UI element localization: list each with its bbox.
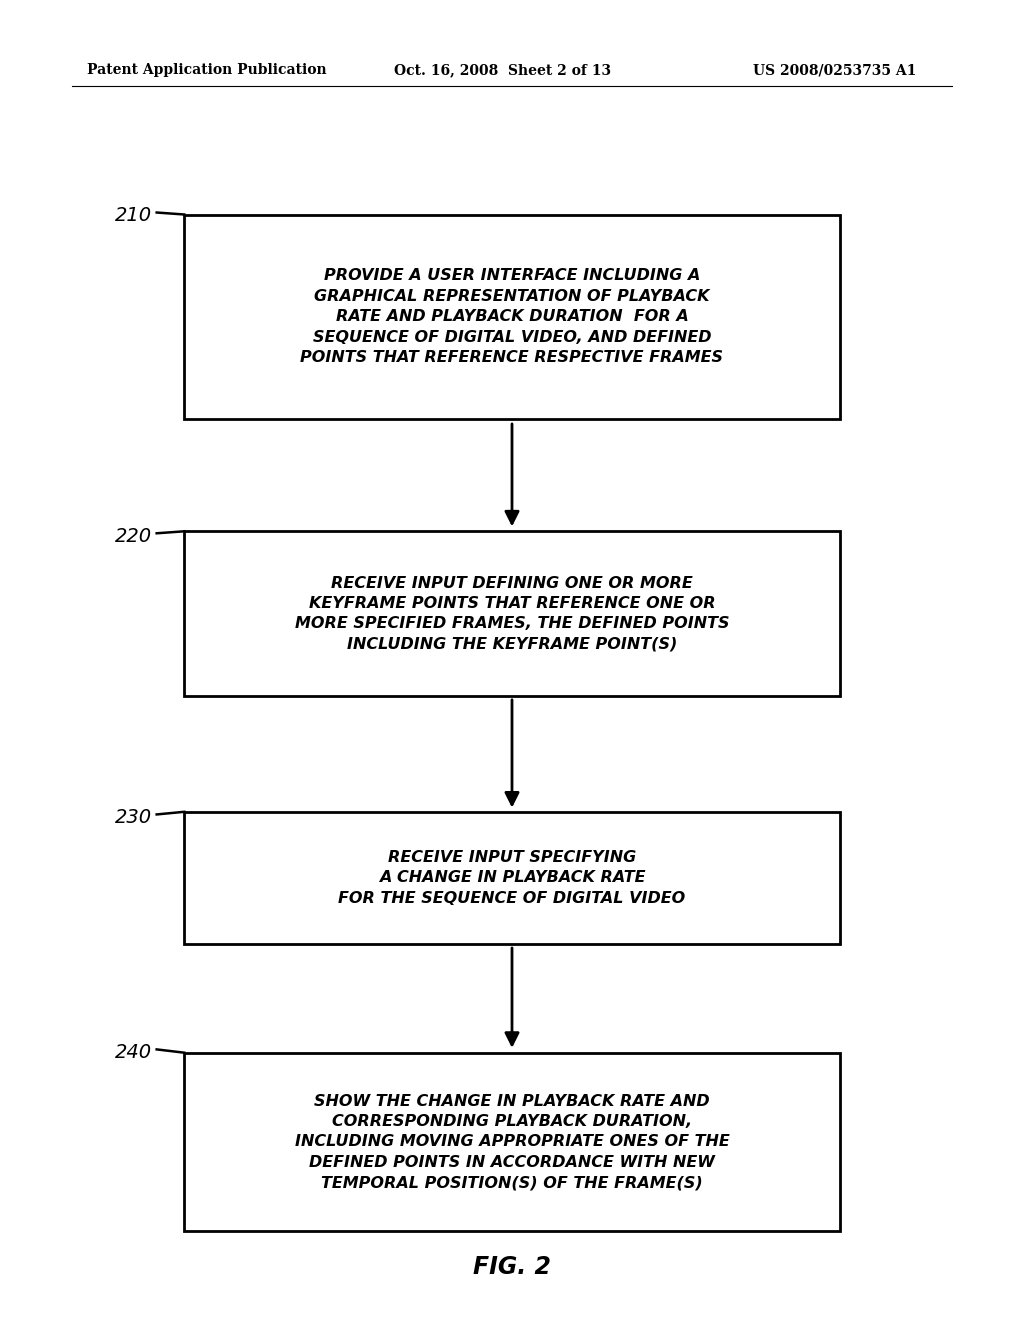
Text: 240: 240 xyxy=(115,1043,152,1061)
FancyBboxPatch shape xyxy=(184,531,840,697)
Text: US 2008/0253735 A1: US 2008/0253735 A1 xyxy=(753,63,916,78)
Text: PROVIDE A USER INTERFACE INCLUDING A
GRAPHICAL REPRESENTATION OF PLAYBACK
RATE A: PROVIDE A USER INTERFACE INCLUDING A GRA… xyxy=(300,268,724,366)
FancyBboxPatch shape xyxy=(184,812,840,944)
Text: Oct. 16, 2008  Sheet 2 of 13: Oct. 16, 2008 Sheet 2 of 13 xyxy=(394,63,611,78)
Text: 230: 230 xyxy=(115,808,152,826)
Text: 210: 210 xyxy=(115,206,152,224)
Text: SHOW THE CHANGE IN PLAYBACK RATE AND
CORRESPONDING PLAYBACK DURATION,
INCLUDING : SHOW THE CHANGE IN PLAYBACK RATE AND COR… xyxy=(295,1093,729,1191)
FancyBboxPatch shape xyxy=(184,214,840,420)
Text: Patent Application Publication: Patent Application Publication xyxy=(87,63,327,78)
Text: RECEIVE INPUT SPECIFYING
A CHANGE IN PLAYBACK RATE
FOR THE SEQUENCE OF DIGITAL V: RECEIVE INPUT SPECIFYING A CHANGE IN PLA… xyxy=(338,850,686,906)
Text: FIG. 2: FIG. 2 xyxy=(473,1255,551,1279)
Text: RECEIVE INPUT DEFINING ONE OR MORE
KEYFRAME POINTS THAT REFERENCE ONE OR
MORE SP: RECEIVE INPUT DEFINING ONE OR MORE KEYFR… xyxy=(295,576,729,652)
Text: 220: 220 xyxy=(115,527,152,545)
FancyBboxPatch shape xyxy=(184,1053,840,1230)
